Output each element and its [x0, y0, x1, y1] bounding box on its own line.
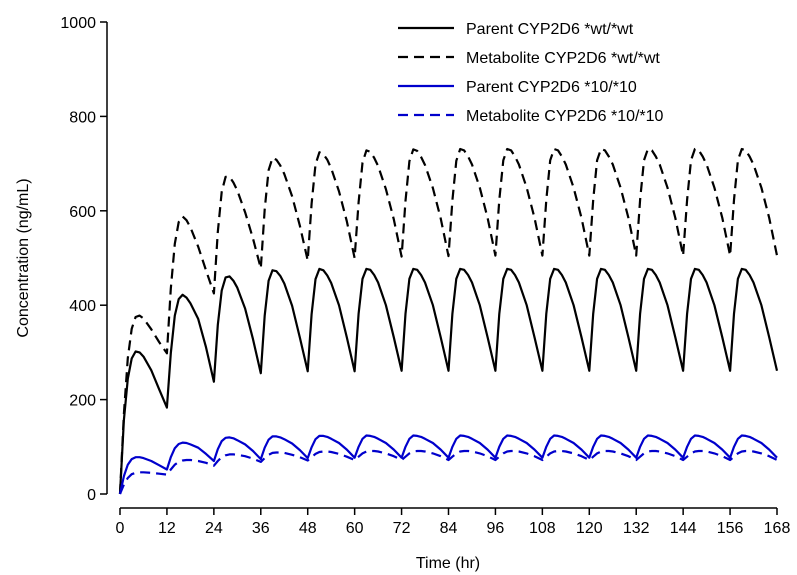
legend-label-3: Parent CYP2D6 *10/*10 — [466, 79, 637, 96]
y-ticks: 0 200 400 600 800 1000 — [60, 15, 107, 504]
x-axis-title: Time (hr) — [416, 555, 480, 572]
x-tick-label: 0 — [116, 520, 125, 537]
x-tick-label: 108 — [529, 520, 556, 537]
x-tick-label: 24 — [205, 520, 223, 537]
x-tick-label: 156 — [717, 520, 744, 537]
x-tick-label: 12 — [158, 520, 176, 537]
x-ticks: 0 12 24 36 48 60 72 84 96 108 120 132 144 156 168 — [116, 508, 791, 537]
axes — [106, 22, 777, 509]
legend-label-1: Parent CYP2D6 *wt/*wt — [466, 21, 634, 38]
y-tick-label: 400 — [69, 298, 96, 315]
series-group — [118, 147, 779, 495]
legend-label-4: Metabolite CYP2D6 *10/*10 — [466, 108, 664, 125]
legend: Parent CYP2D6 *wt/*wt Metabolite CYP2D6 *… — [398, 21, 664, 125]
series-line-3 — [118, 434, 778, 495]
x-tick-label: 168 — [764, 520, 791, 537]
x-tick-label: 120 — [576, 520, 603, 537]
y-tick-label: 600 — [69, 204, 96, 221]
x-tick-label: 48 — [299, 520, 317, 537]
x-tick-label: 60 — [346, 520, 364, 537]
y-axis-title: Concentration (ng/mL) — [15, 178, 32, 337]
x-tick-label: 144 — [670, 520, 697, 537]
series-line-4 — [118, 449, 778, 495]
x-tick-label: 84 — [440, 520, 458, 537]
y-tick-label: 200 — [69, 393, 96, 410]
series-line-1 — [118, 267, 779, 495]
x-tick-label: 96 — [487, 520, 505, 537]
y-tick-label: 800 — [69, 109, 96, 126]
y-tick-label: 0 — [87, 487, 96, 504]
y-tick-label: 1000 — [60, 15, 96, 32]
x-tick-label: 36 — [252, 520, 270, 537]
x-tick-label: 72 — [393, 520, 411, 537]
legend-label-2: Metabolite CYP2D6 *wt/*wt — [466, 50, 660, 67]
series-line-2 — [118, 147, 779, 495]
x-tick-label: 132 — [623, 520, 650, 537]
